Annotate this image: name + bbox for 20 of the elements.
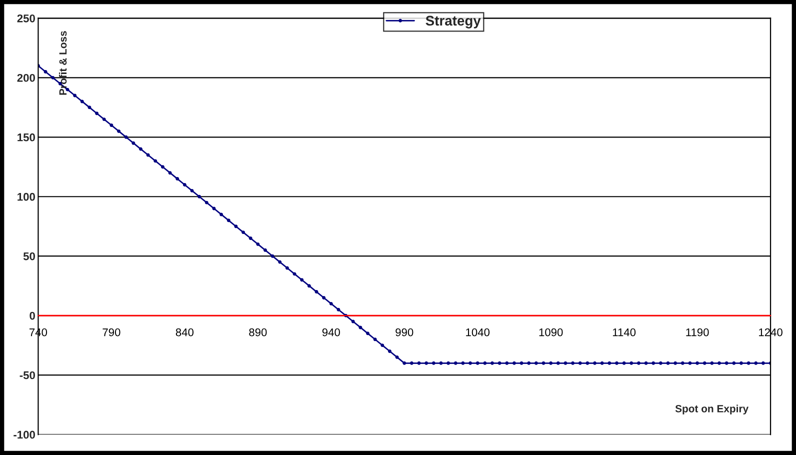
y-tick-label: 100 [18, 192, 35, 201]
x-tick-label: 1140 [612, 328, 636, 336]
y-tick-label: -100 [14, 430, 35, 439]
y-tick-label: 200 [17, 74, 35, 82]
x-tick-label: 790 [102, 328, 120, 336]
x-axis-title: Spot on Expiry [675, 404, 749, 414]
x-tick-label: 890 [249, 328, 267, 336]
x-tick-label: 840 [176, 328, 194, 336]
legend-label: Strategy [426, 16, 481, 28]
y-axis-title: Profit & Loss [58, 31, 67, 95]
x-tick-label: 940 [322, 328, 340, 336]
y-tick-label: 250 [17, 14, 35, 22]
x-tick-label: 1040 [466, 328, 490, 336]
y-tick-label: 150 [18, 133, 35, 142]
y-tick-label: 50 [23, 252, 35, 260]
x-tick-label: 990 [396, 328, 414, 336]
y-tick-label: -50 [20, 371, 35, 380]
x-tick-label: 1190 [686, 328, 709, 336]
y-tick-label: 0 [30, 312, 35, 320]
x-tick-label: 1090 [539, 328, 563, 336]
